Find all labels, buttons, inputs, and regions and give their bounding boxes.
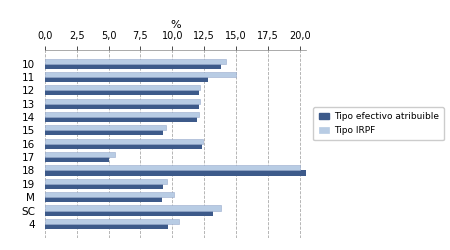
Bar — [45, 224, 168, 229]
Bar — [45, 219, 179, 224]
Bar — [45, 139, 203, 144]
Bar — [45, 130, 163, 136]
Bar — [45, 179, 167, 184]
Bar — [45, 90, 199, 96]
Bar — [45, 210, 213, 216]
Bar — [45, 192, 174, 197]
Bar — [45, 125, 166, 130]
Bar — [45, 64, 220, 69]
Bar — [45, 104, 199, 109]
Legend: Tipo efectivo atribuible, Tipo IRPF: Tipo efectivo atribuible, Tipo IRPF — [313, 107, 444, 140]
Bar — [45, 166, 300, 170]
Bar — [45, 197, 162, 202]
Bar — [45, 85, 200, 90]
Bar — [45, 144, 202, 149]
Bar — [45, 117, 197, 122]
X-axis label: %: % — [170, 20, 181, 30]
Bar — [45, 77, 208, 82]
Bar — [45, 184, 163, 189]
Bar — [45, 98, 200, 104]
Bar — [45, 72, 236, 77]
Bar — [45, 58, 226, 64]
Bar — [45, 206, 220, 210]
Bar — [45, 170, 306, 175]
Bar — [45, 112, 199, 117]
Bar — [45, 152, 115, 157]
Bar — [45, 157, 108, 162]
